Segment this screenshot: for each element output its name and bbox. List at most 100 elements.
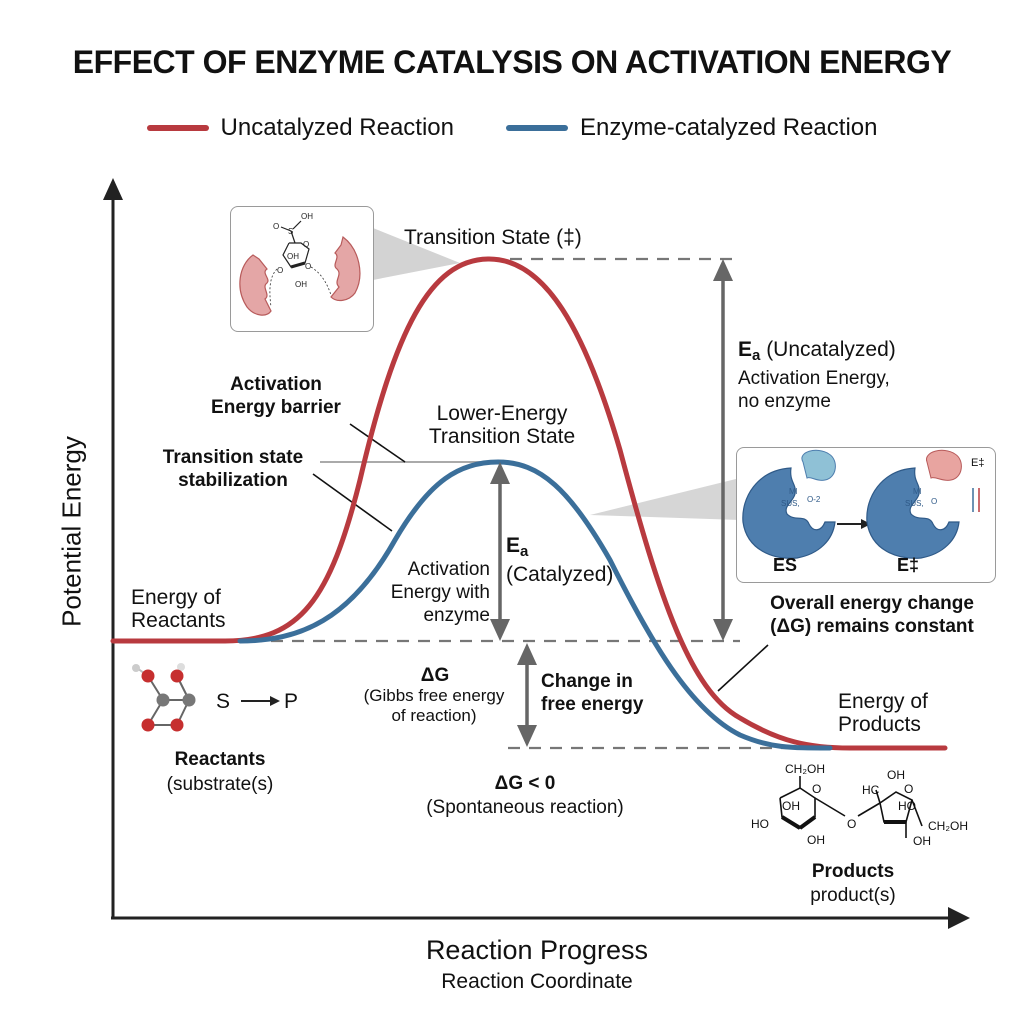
y-axis-arrow-icon <box>103 178 123 200</box>
legend-label-uncatalyzed: Uncatalyzed Reaction <box>220 114 454 141</box>
et-corner-label: E‡ <box>971 457 985 469</box>
ts-stabilization-label: Transition state stabilization <box>146 446 320 492</box>
energy-reactants-line2: Reactants <box>131 609 226 632</box>
y-axis-label: Potential Energy <box>56 436 87 627</box>
ea-catalyzed-label: Ea (Catalyzed) <box>506 534 613 586</box>
overall-line1: Overall energy change <box>770 593 974 614</box>
ts-inset-pointer <box>373 228 460 280</box>
reaction-s-label: S <box>216 690 231 713</box>
ts-label-o: O <box>273 222 279 231</box>
es-site-label-2: O-2 <box>807 495 821 504</box>
ts-label-o-right: O <box>305 262 311 271</box>
catalyzed-curve <box>237 459 833 751</box>
change-free-line1: Change in <box>541 671 633 692</box>
et-site-label-3: SUS, <box>905 499 924 508</box>
ts-molecule-enzyme-icon: OH O S O OH O O OH <box>239 212 361 316</box>
energy-products-label: Energy of Products <box>838 690 928 736</box>
prod-label-ho-2: HO <box>898 799 916 813</box>
reactant-molecule-icon <box>132 663 196 732</box>
ea-cat-sub: a <box>520 543 529 560</box>
legend-swatch-blue <box>506 125 568 131</box>
es-site-label-1: Ml <box>789 487 798 496</box>
et-label: E‡ <box>897 555 920 575</box>
ea-uncat-line1: Activation Energy, <box>738 368 890 389</box>
spontaneous-label: (Spontaneous reaction) <box>426 797 624 818</box>
ts-label-oh2: OH <box>287 252 299 261</box>
diagram-title: EFFECT OF ENZYME CATALYSIS ON ACTIVATION… <box>72 44 952 80</box>
ae-with-enzyme-line3: enzyme <box>423 605 490 626</box>
ea-cat-title: (Catalyzed) <box>506 563 614 586</box>
energy-products-line1: Energy of <box>838 690 928 713</box>
prod-label-ch2oh-1: CH₂OH <box>785 762 825 776</box>
transition-state-label: Transition State (‡) <box>404 226 582 249</box>
ea-cat-symbol: E <box>506 534 521 557</box>
legend-item-uncatalyzed: Uncatalyzed Reaction <box>146 114 454 142</box>
ts-label-o-left: O <box>277 266 283 275</box>
enzyme-inset-pointer <box>590 478 740 520</box>
x-axis-sublabel: Reaction Coordinate <box>441 970 633 993</box>
s-to-p-arrow-icon <box>241 696 280 706</box>
legend-label-catalyzed: Enzyme-catalyzed Reaction <box>580 114 878 141</box>
overall-line2: (ΔG) remains constant <box>770 616 974 637</box>
ea-uncatalyzed-arrow <box>713 259 733 641</box>
ts-label-s: S <box>288 227 293 236</box>
products-title: Products <box>811 861 895 882</box>
change-free-energy-label: Change in free energy <box>541 670 643 716</box>
axes <box>103 178 970 929</box>
delta-g-negative-label: ΔG < 0 <box>494 773 556 794</box>
enzyme-complex-inset: Ml O-2 SUS, Ml O SUS, ES E‡ E‡ <box>736 447 996 583</box>
prod-label-hc: HC <box>862 783 880 797</box>
prod-label-oh-4: OH <box>913 834 931 848</box>
lower-ts-line2: Transition State <box>428 425 576 448</box>
energy-reactants-label: Energy of Reactants <box>131 586 226 632</box>
es-label: ES <box>773 555 798 575</box>
ea-uncat-sub: a <box>752 347 761 364</box>
ts-stabilization-line1: Transition state <box>162 447 304 468</box>
ea-uncat-title: (Uncatalyzed) <box>760 338 896 361</box>
ea-uncat-symbol: E <box>738 338 753 361</box>
activation-barrier-line2: Energy barrier <box>211 397 341 418</box>
gibbs-label: (Gibbs free energy of reaction) <box>344 686 524 726</box>
prod-label-oh-2: OH <box>807 833 825 847</box>
prod-label-ch2oh-2: CH₂OH <box>928 819 968 833</box>
ea-uncat-line2: no enzyme <box>738 391 831 412</box>
legend-item-catalyzed: Enzyme-catalyzed Reaction <box>506 114 877 142</box>
ts-label-ring-o: O <box>303 240 309 249</box>
ea-uncatalyzed-desc: Activation Energy, no enzyme <box>738 367 890 413</box>
ea-uncatalyzed-label: Ea (Uncatalyzed) <box>738 338 896 367</box>
ea-catalyzed-arrow <box>490 462 510 641</box>
energy-products-line2: Products <box>838 713 921 736</box>
x-axis-arrow-icon <box>948 907 970 929</box>
prod-label-oh-3: OH <box>887 768 905 782</box>
change-free-line2: free energy <box>541 694 644 715</box>
gibbs-line2: of reaction) <box>391 706 477 725</box>
ae-with-enzyme-line1: Activation <box>407 559 490 580</box>
prod-label-o-1: O <box>812 782 822 796</box>
delta-g-arrow <box>517 643 537 747</box>
legend: Uncatalyzed Reaction Enzyme-catalyzed Re… <box>0 114 1024 142</box>
overall-energy-label: Overall energy change (ΔG) remains const… <box>742 592 1002 638</box>
products-sub: product(s) <box>810 885 896 906</box>
prod-label-o-2: O <box>904 782 914 796</box>
prod-label-ho-1: HO <box>751 817 769 831</box>
es-site-label-3: SUS, <box>781 499 800 508</box>
transition-state-inset: OH O S O OH O O OH <box>230 206 374 332</box>
activation-barrier-line1: Activation <box>230 374 322 395</box>
uncatalyzed-curve <box>110 256 948 751</box>
prod-label-oh-1: OH <box>782 799 800 813</box>
delta-g-label: ΔG <box>420 665 450 686</box>
legend-swatch-red <box>146 125 209 131</box>
et-site-label-2: O <box>931 497 937 506</box>
et-site-label-1: Ml <box>913 487 922 496</box>
lower-ts-label: Lower-Energy Transition State <box>410 402 594 448</box>
reference-lines <box>250 257 800 750</box>
activation-barrier-label: Activation Energy barrier <box>196 373 356 419</box>
reactants-title: Reactants <box>174 749 266 770</box>
energy-reactants-line1: Energy of <box>131 586 221 609</box>
x-axis-label: Reaction Progress <box>425 935 649 965</box>
ae-with-enzyme-label: Activation Energy with enzyme <box>360 558 490 627</box>
reactants-sub: (substrate(s) <box>166 774 274 795</box>
product-molecule-icon <box>779 776 923 838</box>
ts-label-oh3: OH <box>295 280 307 289</box>
